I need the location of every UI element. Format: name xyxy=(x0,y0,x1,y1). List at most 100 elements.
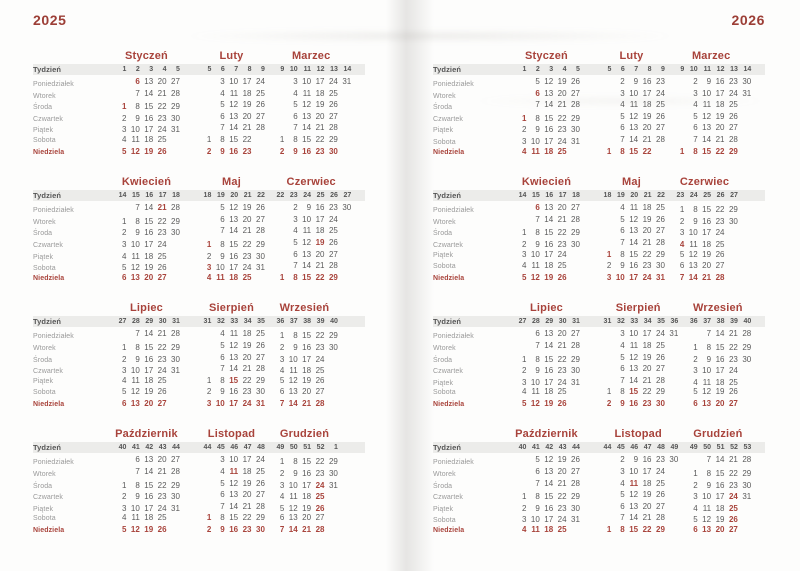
date-cell: 24 xyxy=(728,366,738,376)
date-cell: 22 xyxy=(642,525,652,535)
date-cell: 1 xyxy=(279,134,285,144)
month-date-group: 4 11 18 25 xyxy=(513,525,580,534)
month-date-group: 2 9 16 23 30 xyxy=(598,455,678,464)
month-date-group: 3 10 17 24 31 xyxy=(198,399,265,408)
date-cell: 22 xyxy=(715,205,725,215)
date-cell xyxy=(198,364,211,373)
month-date-group: 5 12 19 26 xyxy=(198,341,265,350)
date-cell: 16 xyxy=(144,113,154,123)
date-cell: 16 xyxy=(144,228,154,238)
weekday-label: Niedziela xyxy=(433,148,465,156)
date-cell: 11 xyxy=(702,503,712,513)
date-cell: 9 xyxy=(535,125,540,135)
date-cell: 28 xyxy=(171,203,180,213)
weekday-row: Piątek 2 9 16 23 30 6 13 20 27 6 13 20 27 xyxy=(433,123,800,135)
week-number-cell: 10 xyxy=(289,66,298,73)
quarter-block: Październik Listopad Grudzień Tydzień 40 41 42… xyxy=(433,426,800,536)
month-date-group: 6 13 20 27 xyxy=(598,123,665,132)
week-number-cell: 27 xyxy=(730,192,738,200)
date-cell: 4 xyxy=(121,375,127,385)
date-cell: 13 xyxy=(229,490,239,500)
week-number-cell: 24 xyxy=(689,192,698,200)
date-cell: 6 xyxy=(293,111,298,121)
date-cell: 31 xyxy=(656,272,665,282)
week-number-cell: 22 xyxy=(257,192,265,200)
week-number-cell: 7 xyxy=(634,66,639,73)
date-cell: 1 xyxy=(279,457,285,467)
date-cell xyxy=(598,226,611,235)
date-cell: 20 xyxy=(242,352,252,362)
date-cell: 28 xyxy=(328,261,338,271)
date-cell: 25 xyxy=(728,100,738,110)
weekday-row: Środa 1 8 15 22 29 5 12 19 26 2 9 16 23 30 xyxy=(433,353,800,365)
date-cell xyxy=(598,455,611,464)
date-cell xyxy=(167,263,180,272)
month-date-group: 4 11 18 25 xyxy=(598,203,665,212)
date-cell: 25 xyxy=(728,377,738,387)
date-cell: 8 xyxy=(220,513,225,523)
month-name: Luty xyxy=(619,50,644,62)
date-cell: 10 xyxy=(702,366,712,376)
month-date-group: 3 10 17 24 xyxy=(671,228,738,237)
month-date-group: 7 14 21 28 xyxy=(198,226,265,235)
date-cell: 10 xyxy=(215,263,225,273)
month-date-group: 2 9 16 23 30 xyxy=(271,469,338,478)
date-cell: 23 xyxy=(642,398,652,408)
date-cell: 10 xyxy=(530,515,540,525)
date-cell: 10 xyxy=(530,136,540,146)
date-cell xyxy=(598,89,611,98)
date-cell: 15 xyxy=(702,146,712,156)
month-date-group: 7 14 21 28 xyxy=(271,525,338,534)
date-cell: 25 xyxy=(157,513,167,523)
date-cell: 5 xyxy=(220,203,225,213)
date-cell: 11 xyxy=(629,478,639,488)
week-number-cell: 38 xyxy=(303,318,312,326)
date-cell: 22 xyxy=(642,249,652,259)
date-cell xyxy=(113,89,126,98)
date-cell: 8 xyxy=(693,205,698,215)
month-date-group: 6 13 20 27 xyxy=(198,215,265,224)
month-date-group: 7 14 21 28 xyxy=(684,455,752,464)
date-cell: 27 xyxy=(256,490,265,500)
date-cell xyxy=(271,112,284,121)
date-cell xyxy=(338,147,351,156)
weekday-row: Czwartek 2 9 16 23 30 6 13 20 27 6 13 20 27 xyxy=(33,112,400,124)
date-cell: 1 xyxy=(693,342,698,352)
month-date-group: 1 8 15 22 29 xyxy=(198,376,265,385)
month-date-group: 5 12 19 26 xyxy=(271,376,338,385)
month-date-group: 1 8 15 22 29 xyxy=(271,273,351,282)
weekday-label: Sobota xyxy=(433,389,456,397)
week-number-cell: 31 xyxy=(572,318,580,326)
month-name: Wrzesień xyxy=(279,302,330,315)
week-number-cell: 28 xyxy=(131,318,140,326)
date-cell: 22 xyxy=(557,354,567,364)
date-cell: 10 xyxy=(615,272,625,282)
date-cell: 10 xyxy=(288,480,298,490)
weekday-row: Piątek 3 10 17 24 31 7 14 21 28 7 14 21 28 xyxy=(33,123,400,135)
date-cell xyxy=(513,341,526,350)
date-cell: 27 xyxy=(728,123,738,133)
date-cell xyxy=(198,123,211,132)
date-cell: 5 xyxy=(220,100,225,110)
date-cell: 12 xyxy=(629,214,639,224)
date-cell: 21 xyxy=(302,398,312,408)
date-cell: 14 xyxy=(702,134,712,144)
date-cell: 20 xyxy=(157,455,167,465)
date-cell: 9 xyxy=(706,77,712,86)
week-number-cell: 24 xyxy=(303,192,312,200)
date-cell: 11 xyxy=(131,513,140,523)
date-cell: 3 xyxy=(620,329,625,339)
date-cell: 17 xyxy=(144,239,154,249)
date-cell: 7 xyxy=(135,203,140,213)
date-cell: 20 xyxy=(715,525,725,535)
week-number-cell: 51 xyxy=(716,444,725,452)
date-cell: 24 xyxy=(256,77,265,86)
date-cell: 15 xyxy=(629,387,639,397)
date-cell: 2 xyxy=(206,251,212,261)
date-cell: 7 xyxy=(535,100,540,110)
date-cell xyxy=(567,525,580,534)
date-cell: 23 xyxy=(557,366,567,376)
date-cell: 18 xyxy=(642,340,652,350)
month-date-group: 6 13 20 27 xyxy=(513,89,580,98)
date-cell: 9 xyxy=(220,525,225,535)
